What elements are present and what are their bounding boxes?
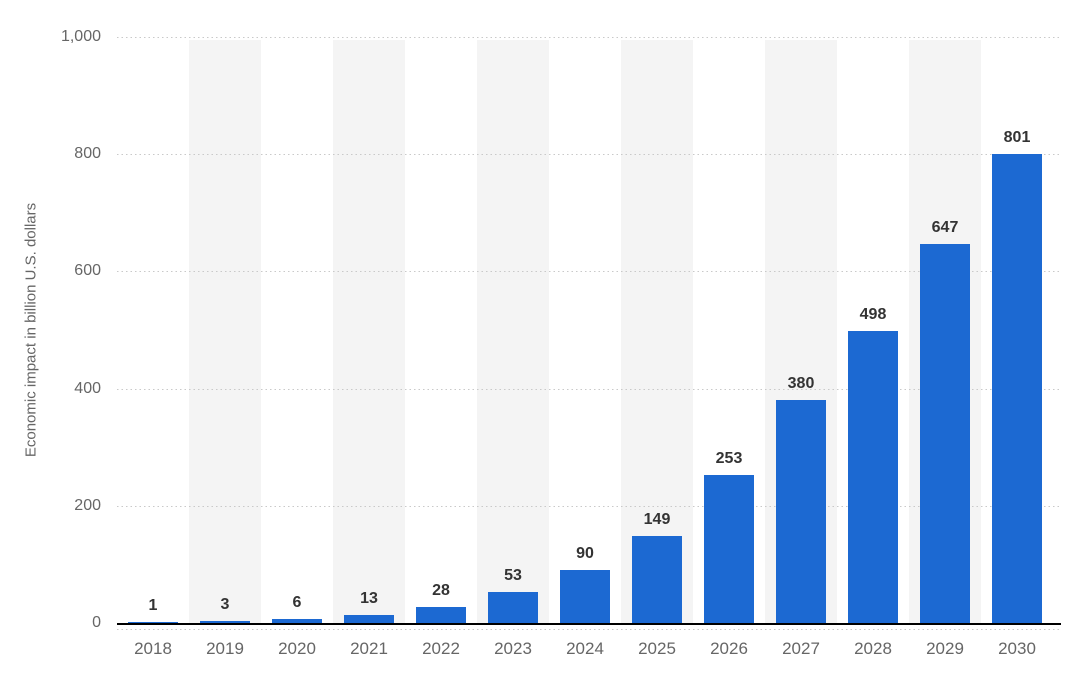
- bar-2024[interactable]: [560, 570, 610, 623]
- y-tick-label: 1,000: [60, 28, 101, 45]
- x-tick-label: 2023: [494, 639, 532, 658]
- column-band: [477, 40, 549, 623]
- bar-2021[interactable]: [344, 615, 394, 623]
- gridline: [117, 37, 1061, 38]
- bar-value-label: 53: [504, 566, 522, 584]
- bar-value-label: 1: [148, 597, 158, 615]
- column-band: [189, 40, 261, 623]
- column-band: [621, 40, 693, 623]
- x-tick-label: 2021: [350, 639, 388, 658]
- x-tick-label: 2028: [854, 639, 892, 658]
- bar-2020[interactable]: [272, 619, 322, 623]
- x-tick-label: 2020: [278, 639, 316, 658]
- x-tick-label: 2026: [710, 639, 748, 658]
- y-tick-label: 800: [74, 145, 101, 163]
- bar-value-label: 253: [715, 449, 743, 467]
- bar-value-label: 28: [432, 581, 450, 599]
- x-tick-label: 2029: [926, 639, 964, 658]
- bar-value-label: 90: [576, 545, 594, 563]
- bar-value-label: 801: [1003, 128, 1031, 146]
- bar-value-label: 6: [292, 594, 302, 612]
- y-tick-label: 200: [74, 496, 101, 514]
- plot-area: 0 200 400 600 800 1,000 1 3 6 13 28 53 90 149 253 380 4…: [61, 28, 1061, 658]
- bar-value-label: 647: [931, 218, 959, 236]
- bar-value-label: 498: [859, 306, 887, 324]
- y-tick-label: 600: [74, 262, 101, 280]
- bar-value-label: 149: [643, 510, 671, 528]
- x-tick-label: 2019: [206, 639, 244, 658]
- y-tick-label: 0: [92, 614, 101, 631]
- y-tick-label: 400: [74, 379, 101, 397]
- bar-2027[interactable]: [776, 400, 826, 623]
- bar-2028[interactable]: [848, 331, 898, 623]
- gridline: [117, 154, 1061, 156]
- bar-value-label: 13: [360, 590, 378, 608]
- x-axis-line: [117, 623, 1061, 625]
- column-band: [333, 40, 405, 623]
- bar-2025[interactable]: [632, 535, 682, 623]
- bar-2018[interactable]: [128, 622, 178, 623]
- bar-2029[interactable]: [920, 243, 970, 623]
- y-axis-title: Economic impact in billion U.S. dollars: [22, 202, 40, 458]
- gridline: [117, 505, 1061, 507]
- x-tick-label: 2022: [422, 639, 460, 658]
- x-tick-label: 2024: [566, 639, 604, 658]
- bar-2030[interactable]: [992, 153, 1042, 623]
- bar-2019[interactable]: [200, 621, 250, 623]
- bar-2026[interactable]: [704, 474, 754, 623]
- bar-2022[interactable]: [416, 606, 466, 623]
- gridline-zero: [117, 629, 1061, 630]
- gridline: [117, 271, 1061, 273]
- x-tick-label: 2030: [998, 639, 1036, 658]
- gridline: [117, 388, 1061, 390]
- x-tick-label: 2027: [782, 639, 820, 658]
- x-tick-label: 2018: [134, 639, 172, 658]
- bar-value-label: 380: [787, 375, 815, 393]
- bar-value-label: 3: [220, 596, 230, 614]
- bar-2023[interactable]: [488, 591, 538, 623]
- x-tick-label: 2025: [638, 639, 676, 658]
